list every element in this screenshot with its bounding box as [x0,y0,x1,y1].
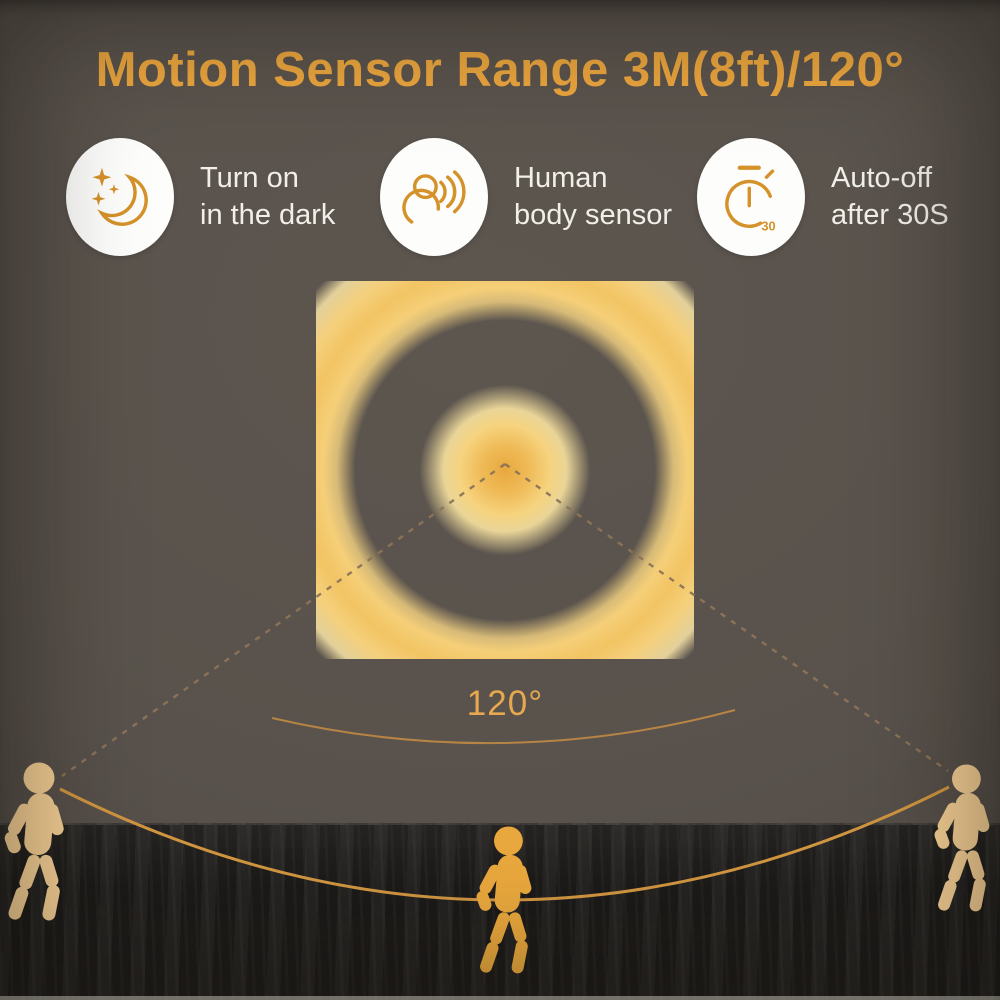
person-right [932,764,991,913]
feature-human-body-sensor: Human body sensor [380,138,672,256]
stopwatch-dial [725,179,772,228]
feature-turn-on-in-dark: Turn on in the dark [66,138,335,256]
range-dashed-line-left [61,463,506,777]
star-medium [91,191,106,206]
feature-label-line1: Human [514,162,608,194]
range-dashed-line-right [504,463,949,772]
angle-label: 120° [466,684,544,723]
wave-arc-3 [452,170,466,214]
feature-icon-circle [66,138,174,256]
feature-label-line2: in the dark [200,199,336,231]
feature-label-line2: after 30S [831,199,949,231]
feature-label-line1: Auto-off [831,162,933,194]
person-head-outline [412,174,438,200]
wave-arc-2 [446,175,457,209]
feature-auto-off: 30 Auto-off after 30S [697,138,949,256]
feature-label: Auto-off after 30S [831,160,949,234]
sensor-glow-ring [316,281,694,659]
person-body-outline [402,188,441,224]
stopwatch-crown [764,169,775,179]
person-left [2,762,66,922]
page-title: Motion Sensor Range 3M(8ft)/120° [95,43,905,97]
human-body-sensor-icon [402,170,466,224]
wave-arc-1 [439,180,447,204]
feature-label-line1: Turn on [200,162,299,194]
feature-label-line2: body sensor [514,199,672,231]
angle-arc [271,709,736,745]
moon-stars-icon [91,167,148,226]
floor [0,823,1000,1000]
crescent-moon-shape [97,173,148,226]
star-large [92,167,112,187]
feature-icon-circle: 30 [697,138,805,256]
floor-edge-strip [0,996,1000,1000]
star-small [108,184,120,195]
feature-label: Human body sensor [514,160,672,234]
feature-label: Turn on in the dark [200,160,335,234]
auto-off-timer-icon: 30 [725,165,776,234]
feature-icon-circle [380,138,488,256]
stopwatch-seconds: 30 [761,219,775,234]
